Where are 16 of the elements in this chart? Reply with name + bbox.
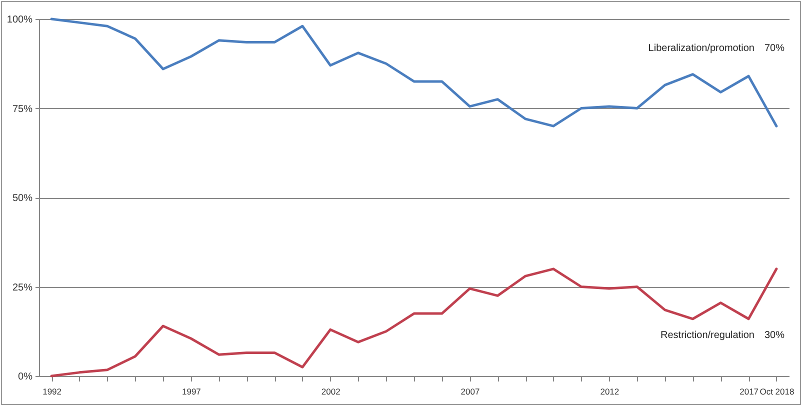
y-tick-label: 75% [12,104,33,115]
annotation: 30% [764,330,785,341]
x-tick-label: 1992 [42,386,62,396]
x-tick-label: 2017 [740,386,759,396]
x-tick-label: 2012 [600,386,620,396]
x-tick-label: 2007 [460,386,480,396]
x-tick-label: 1997 [182,386,202,396]
x-tick-label: 2002 [321,386,341,396]
x-tick-label: Oct 2018 [760,386,794,396]
annotation: 70% [764,43,785,54]
y-tick-label: 100% [6,14,33,26]
series-label: Restriction/regulation [660,330,754,341]
y-tick-label: 0% [18,372,33,382]
text: Liberalization/promotion [648,43,754,54]
y-tick-label: 25% [12,282,33,294]
y-tick-label: 50% [12,193,33,204]
